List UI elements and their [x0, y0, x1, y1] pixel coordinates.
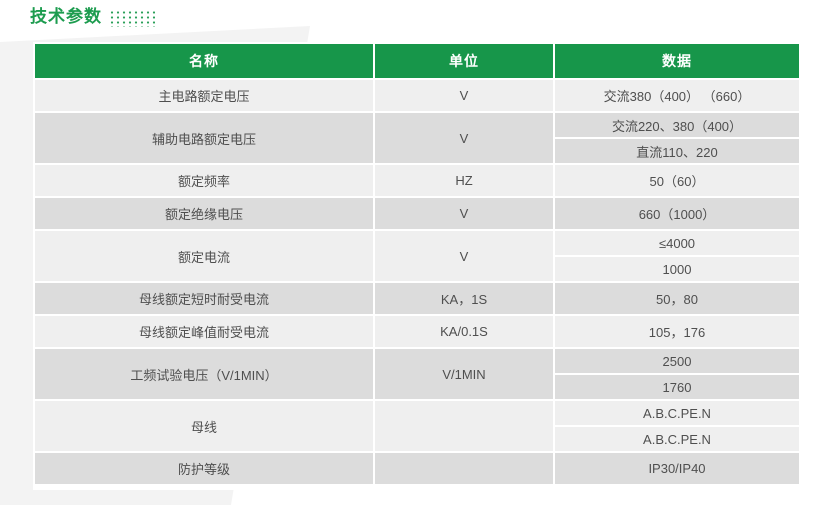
- table-body: 主电路额定电压 V 交流380（400） （660） 辅助电路额定电压 V 交流220、3…: [33, 78, 801, 488]
- cell-data: 1760: [553, 373, 801, 401]
- section-title: 技术参数: [30, 7, 155, 27]
- table-row: 防护等级 IP30/IP40: [33, 451, 801, 488]
- table-row: 1760: [34, 373, 801, 401]
- table-row: A.B.C.PE.N: [34, 425, 801, 453]
- cell-data: A.B.C.PE.N: [553, 425, 801, 453]
- table-row: 母线额定峰值耐受电流 KA/0.1S 105，176: [33, 314, 801, 349]
- cell-unit: V/1MIN: [373, 347, 555, 401]
- page-title: 技术参数: [30, 7, 102, 26]
- cell-name: 工频试验电压（V/1MIN）: [33, 347, 375, 401]
- cell-name: 额定绝缘电压: [33, 196, 375, 231]
- cell-data: ≤4000: [553, 229, 801, 257]
- table-row: 主电路额定电压 V 交流380（400） （660）: [33, 78, 801, 113]
- cell-unit: HZ: [373, 163, 555, 198]
- cell-unit: V: [373, 229, 555, 283]
- cell-unit: [373, 451, 555, 488]
- spec-table-container: 名称 单位 数据 主电路额定电压 V 交流380（400） （660） 辅助电路额定电…: [33, 42, 801, 490]
- table-row: 辅助电路额定电压 V 交流220、380（400）: [33, 111, 801, 165]
- cell-data: IP30/IP40: [553, 451, 801, 488]
- cell-unit: V: [373, 111, 555, 165]
- cell-data: 2500: [553, 347, 801, 375]
- cell-data: 660（1000）: [553, 196, 801, 231]
- cell-data: 1000: [553, 255, 801, 283]
- cell-name: 母线额定短时耐受电流: [33, 281, 375, 316]
- table-row: 额定电流 V ≤4000: [33, 229, 801, 283]
- cell-name: 母线额定峰值耐受电流: [33, 314, 375, 349]
- cell-data: 交流220、380（400）: [553, 111, 801, 139]
- table-row: 直流110、220: [34, 137, 801, 165]
- cell-name: 额定频率: [33, 163, 375, 198]
- table-row: 母线额定短时耐受电流 KA，1S 50，80: [33, 281, 801, 316]
- cell-data: 50（60）: [553, 163, 801, 198]
- table-row: 1000: [34, 255, 801, 283]
- cell-data: 50，80: [553, 281, 801, 316]
- table-row: 工频试验电压（V/1MIN） V/1MIN 2500: [33, 347, 801, 401]
- table-header-row: 名称 单位 数据: [33, 42, 801, 80]
- spec-table: 名称 单位 数据 主电路额定电压 V 交流380（400） （660） 辅助电路额定电…: [33, 42, 801, 490]
- title-dots-decoration: [109, 10, 155, 27]
- header-unit: 单位: [373, 42, 555, 80]
- header-data: 数据: [553, 42, 801, 80]
- cell-name: 防护等级: [33, 451, 375, 488]
- cell-unit: KA，1S: [373, 281, 555, 316]
- table-row: 额定绝缘电压 V 660（1000）: [33, 196, 801, 231]
- header-name: 名称: [33, 42, 375, 80]
- cell-unit: V: [373, 196, 555, 231]
- table-row: 额定频率 HZ 50（60）: [33, 163, 801, 198]
- cell-unit: V: [373, 78, 555, 113]
- cell-data: 直流110、220: [553, 137, 801, 165]
- cell-unit: KA/0.1S: [373, 314, 555, 349]
- cell-name: 母线: [33, 399, 375, 453]
- cell-name: 主电路额定电压: [33, 78, 375, 113]
- cell-data: 交流380（400） （660）: [553, 78, 801, 113]
- cell-name: 额定电流: [33, 229, 375, 283]
- cell-data: 105，176: [553, 314, 801, 349]
- table-row: 母线 A.B.C.PE.N: [33, 399, 801, 453]
- cell-unit: [373, 399, 555, 453]
- cell-data: A.B.C.PE.N: [553, 399, 801, 427]
- cell-name: 辅助电路额定电压: [33, 111, 375, 165]
